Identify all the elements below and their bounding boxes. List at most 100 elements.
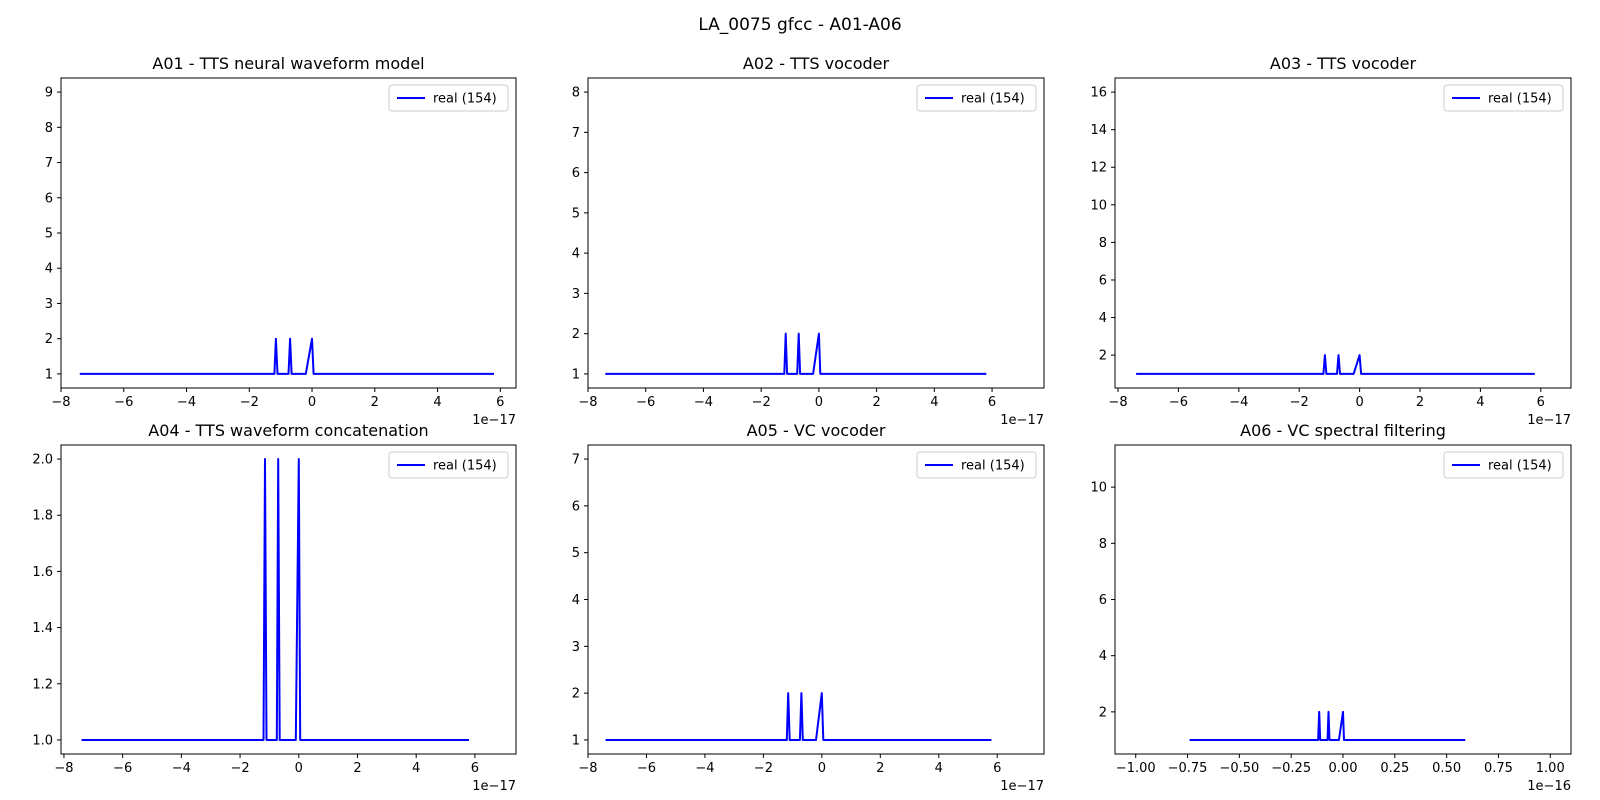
y-tick-label: 2	[572, 687, 580, 702]
legend-box	[1443, 451, 1564, 479]
x-tick-label: 6	[471, 761, 479, 776]
x-tick-label: −6	[113, 761, 132, 776]
x-offset-label: 1e−17	[472, 779, 516, 794]
y-tick-label: 4	[1099, 311, 1107, 326]
x-tick-label: 4	[930, 395, 938, 410]
axes-frame	[1114, 444, 1572, 755]
axes-frame	[60, 444, 517, 755]
legend-label: real (154)	[433, 459, 497, 474]
y-tick-label: 1	[572, 367, 580, 382]
x-tick-label: 6	[496, 395, 504, 410]
x-tick-label: −8	[51, 395, 70, 410]
subplot-title: A05 - VC vocoder	[747, 421, 886, 440]
y-tick-label: 6	[572, 499, 580, 514]
y-tick-label: 7	[45, 156, 53, 171]
x-tick-label: 0	[308, 395, 316, 410]
y-tick-label: 5	[572, 546, 580, 561]
x-tick-label: 0.00	[1329, 761, 1358, 776]
x-tick-label: −8	[578, 395, 597, 410]
x-offset-label: 1e−17	[1527, 413, 1571, 428]
x-tick-label: −8	[578, 761, 597, 776]
legend: real (154)	[1443, 451, 1564, 479]
y-tick-label: 6	[1099, 273, 1107, 288]
x-tick-label: 2	[876, 761, 884, 776]
legend-box	[1443, 84, 1564, 112]
y-tick-label: 1.8	[32, 509, 53, 524]
y-tick-label: 1.4	[32, 621, 53, 636]
x-tick-label: 0.75	[1484, 761, 1513, 776]
subplot-6: A06 - VC spectral filtering −1.00 −0.75 −0.…	[1090, 421, 1572, 794]
x-tick-label: −2	[752, 395, 771, 410]
x-tick-label: 4	[1476, 395, 1484, 410]
y-tick-label: 2.0	[32, 453, 53, 468]
legend: real (154)	[916, 451, 1037, 479]
x-tick-label: −0.25	[1271, 761, 1311, 776]
x-tick-label: 4	[935, 761, 943, 776]
axes-frame	[587, 77, 1045, 389]
y-tick-label: 16	[1090, 86, 1107, 101]
y-tick-label: 4	[572, 247, 580, 262]
subplot-title: A02 - TTS vocoder	[743, 54, 890, 73]
y-tick-label: 3	[572, 287, 580, 302]
series-line-1	[81, 458, 469, 741]
subplot-1: A01 - TTS neural waveform model −8 −6 −4 −2 0…	[45, 54, 517, 428]
y-tick-label: 6	[45, 191, 53, 206]
y-tick-label: 1	[45, 367, 53, 382]
subplot-title: A04 - TTS waveform concatenation	[148, 421, 428, 440]
y-tick-label: 4	[45, 262, 53, 277]
y-tick-label: 7	[572, 126, 580, 141]
y-tick-label: 10	[1090, 481, 1107, 496]
y-tick-label: 1	[572, 733, 580, 748]
legend: real (154)	[388, 84, 509, 112]
y-tick-label: 3	[572, 640, 580, 655]
subplot-2: A02 - TTS vocoder −8 −6 −4 −2 0 2 4 6 1 2 3 4 5 6 7 8 1e−…	[572, 54, 1045, 428]
legend: real (154)	[1443, 84, 1564, 112]
x-tick-label: −4	[694, 395, 713, 410]
legend-box	[388, 451, 509, 479]
subplot-title: A03 - TTS vocoder	[1270, 54, 1417, 73]
x-tick-label: −1.00	[1116, 761, 1156, 776]
axes-frame	[60, 77, 517, 389]
x-tick-label: −0.50	[1219, 761, 1259, 776]
y-tick-label: 1.0	[32, 733, 53, 748]
axes-frame	[587, 444, 1045, 755]
x-offset-label: 1e−17	[1000, 779, 1044, 794]
subplot-3: A03 - TTS vocoder −8 −6 −4 −2 0 2 4 6 2 4 6 8 10 12 14 1…	[1090, 54, 1572, 428]
legend-label: real (154)	[1488, 92, 1552, 107]
y-tick-label: 6	[1099, 593, 1107, 608]
figure-title: LA_0075 gfcc - A01-A06	[698, 15, 901, 35]
y-tick-label: 3	[45, 297, 53, 312]
y-tick-label: 8	[572, 86, 580, 101]
legend: real (154)	[916, 84, 1037, 112]
x-tick-label: −2	[230, 761, 249, 776]
y-tick-label: 10	[1090, 198, 1107, 213]
y-tick-label: 4	[1099, 649, 1107, 664]
x-tick-label: 0	[295, 761, 303, 776]
y-tick-label: 12	[1090, 161, 1107, 176]
x-tick-label: 0	[818, 761, 826, 776]
x-tick-label: −4	[177, 395, 196, 410]
x-tick-label: 6	[988, 395, 996, 410]
y-tick-label: 2	[1099, 705, 1107, 720]
x-tick-label: −6	[1169, 395, 1188, 410]
x-tick-label: 0.50	[1432, 761, 1461, 776]
series-line-1	[1136, 354, 1535, 375]
x-tick-label: 2	[1416, 395, 1424, 410]
x-tick-label: −4	[695, 761, 714, 776]
y-tick-label: 2	[45, 332, 53, 347]
series-line-1	[605, 692, 992, 741]
x-tick-label: 2	[371, 395, 379, 410]
x-tick-label: 4	[433, 395, 441, 410]
legend: real (154)	[388, 451, 509, 479]
y-tick-label: 9	[45, 86, 53, 101]
y-tick-label: 1.2	[32, 677, 53, 692]
x-tick-label: −4	[1229, 395, 1248, 410]
legend-label: real (154)	[961, 92, 1025, 107]
y-tick-label: 8	[1099, 236, 1107, 251]
y-tick-label: 2	[572, 327, 580, 342]
x-tick-label: 4	[412, 761, 420, 776]
x-tick-label: −2	[1290, 395, 1309, 410]
x-offset-label: 1e−16	[1527, 779, 1571, 794]
y-tick-label: 2	[1099, 349, 1107, 364]
